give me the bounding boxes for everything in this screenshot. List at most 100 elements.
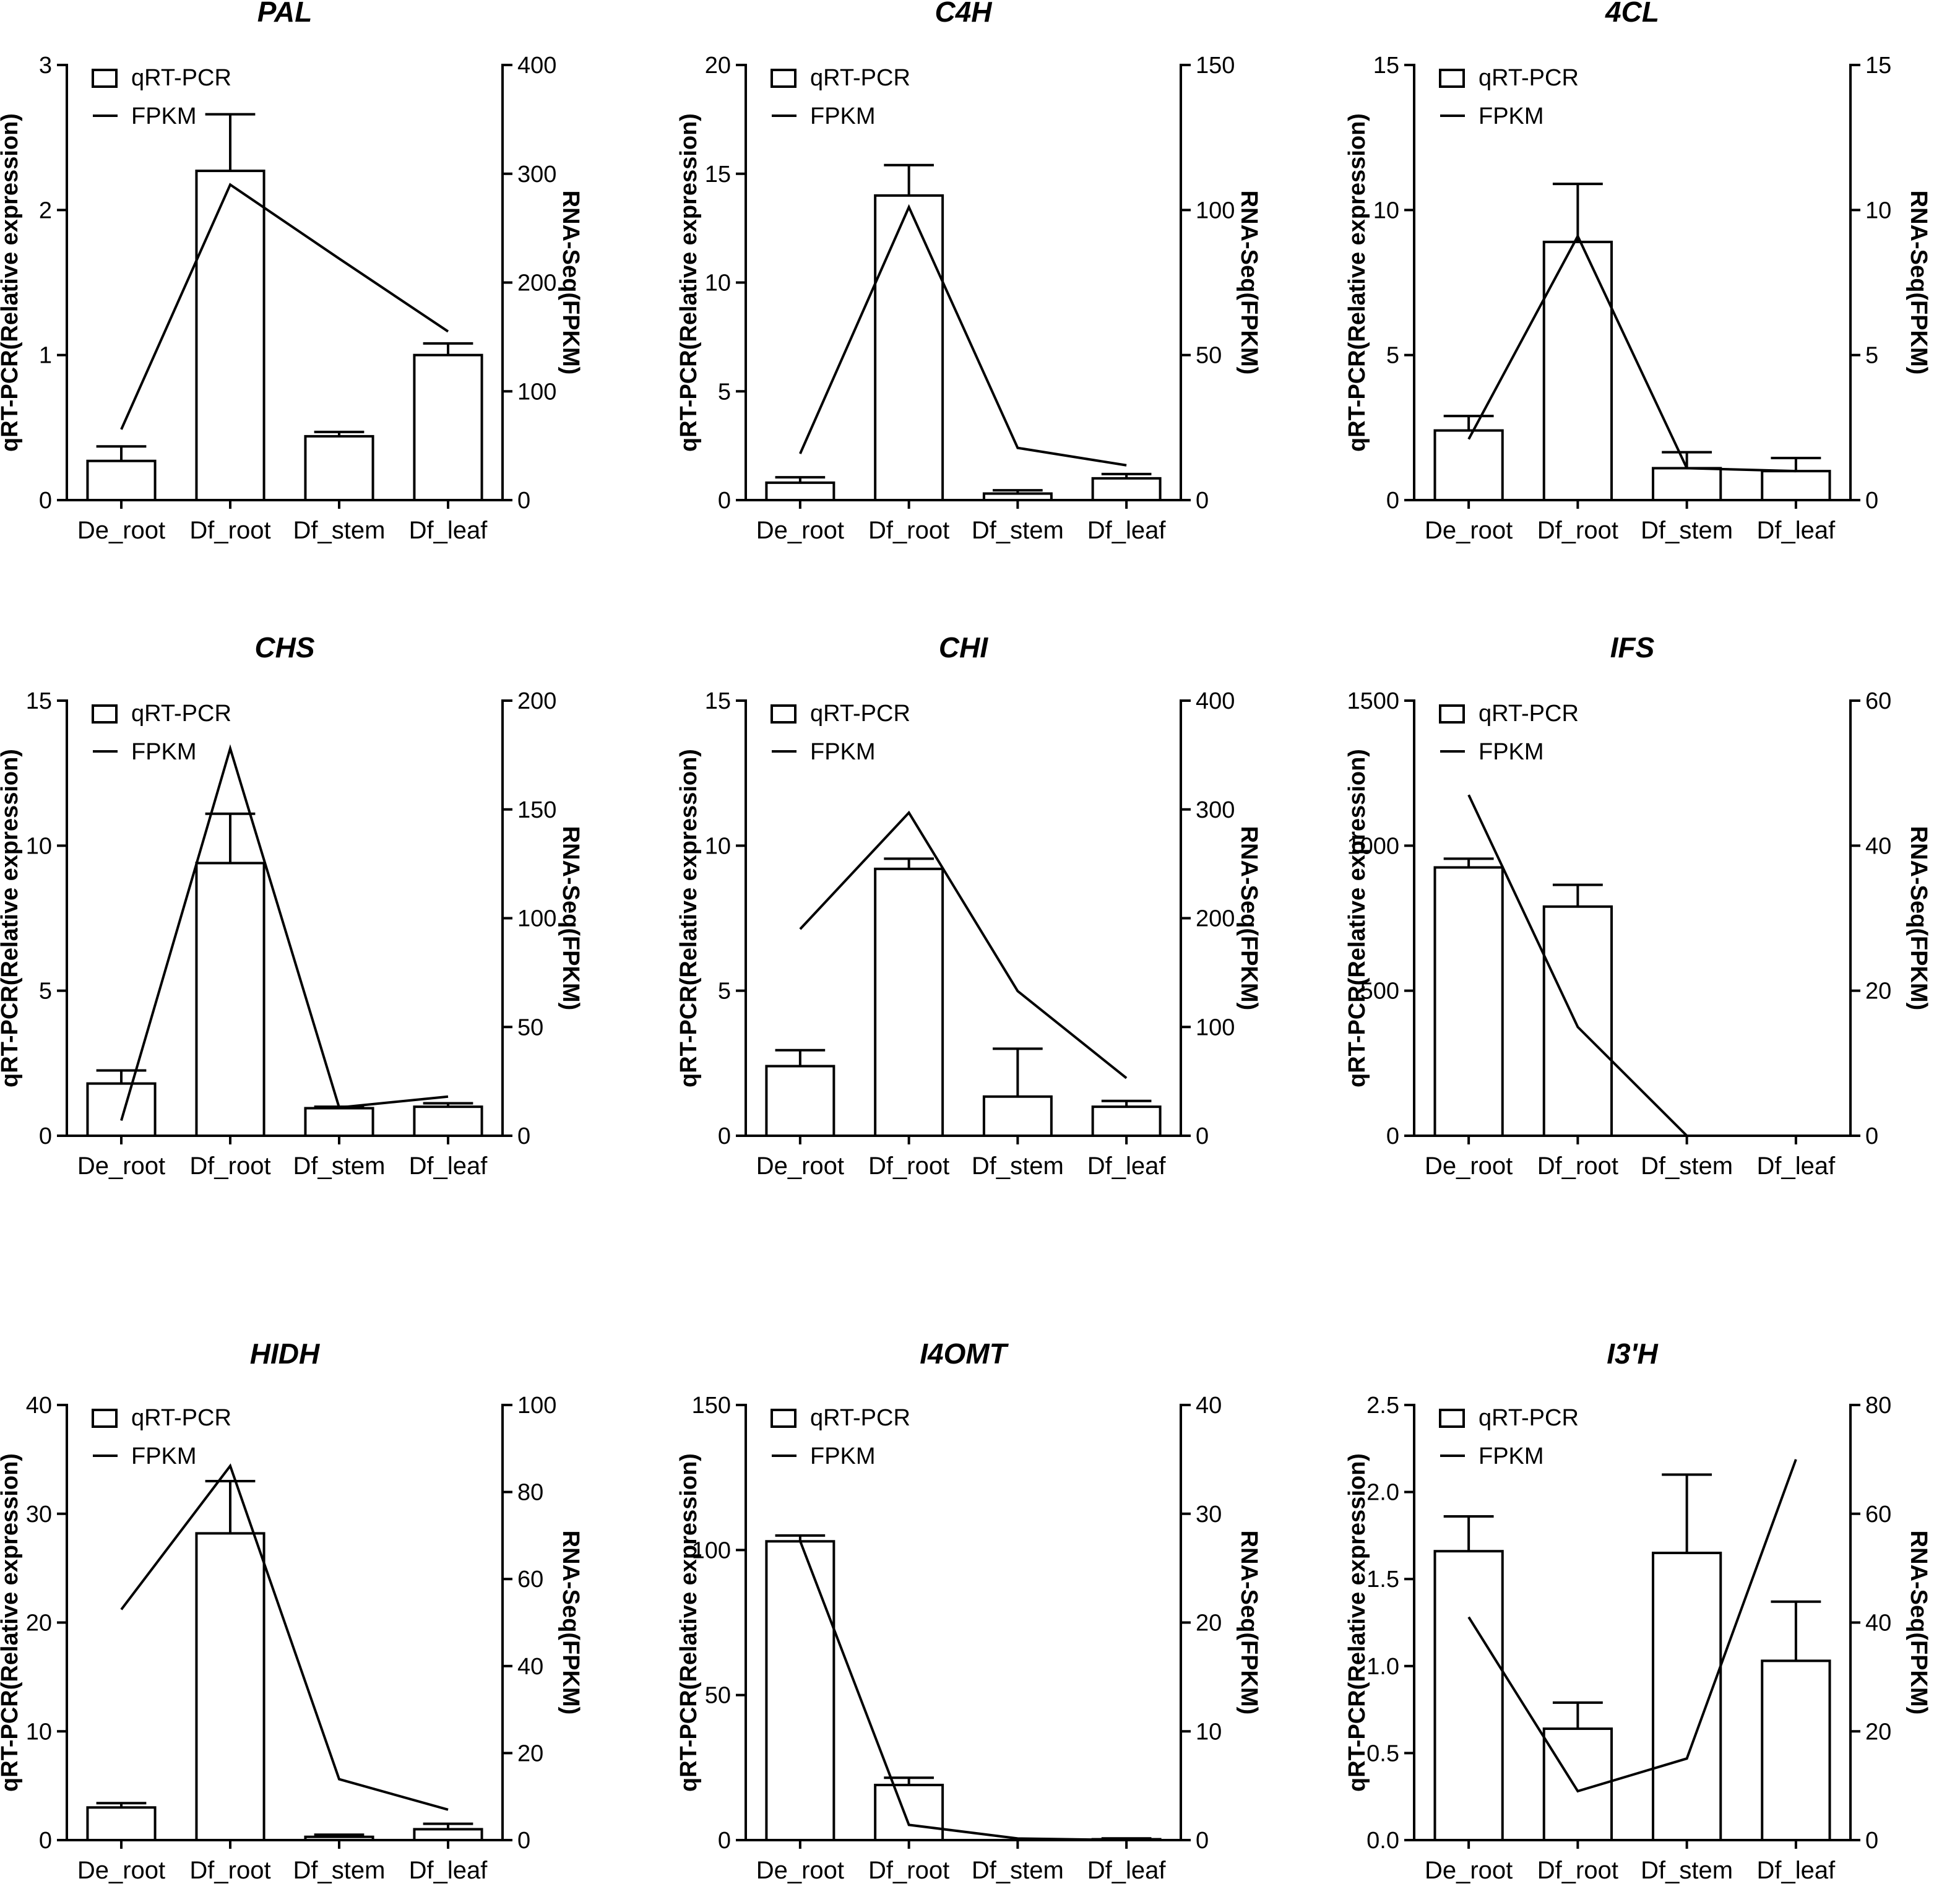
left-tick-label: 0 xyxy=(39,1828,52,1854)
left-tick-label: 15 xyxy=(1373,53,1399,79)
left-tick-label: 0 xyxy=(718,1828,731,1854)
right-tick-label: 0 xyxy=(517,1123,530,1149)
legend-entry-fpkm: FPKM xyxy=(1479,1443,1544,1469)
left-tick-label: 20 xyxy=(705,53,731,79)
fpkm-line xyxy=(120,744,449,1121)
category-label: De_root xyxy=(77,1152,165,1180)
bar-Df_stem xyxy=(304,1107,374,1138)
bar-Df_stem xyxy=(982,492,1053,502)
right-tick-label: 400 xyxy=(1196,688,1235,714)
chart-title: PAL xyxy=(257,0,313,28)
left-tick-label: 1.0 xyxy=(1366,1654,1399,1680)
bar-Df_root xyxy=(195,862,266,1138)
fpkm-line xyxy=(120,1463,449,1811)
left-tick-label: 0 xyxy=(718,488,731,514)
category-label: De_root xyxy=(756,517,844,544)
right-tick-label: 50 xyxy=(1196,343,1222,369)
category-label: Df_stem xyxy=(1641,1152,1733,1180)
legend-entry-qrt-pcr: qRT-PCR xyxy=(1479,701,1579,727)
category-label: Df_leaf xyxy=(1757,1152,1836,1180)
bar-Df_stem xyxy=(982,1095,1053,1137)
right-tick-label: 10 xyxy=(1196,1719,1222,1745)
category-label: Df_root xyxy=(1537,1857,1618,1884)
category-label: Df_leaf xyxy=(1757,517,1836,544)
chart-panel-8: I4OMT 0 50 100 150 0 10 20 30 40 qRT-PCR(Relative … xyxy=(676,1338,1262,1884)
legend-entry-qrt-pcr: qRT-PCR xyxy=(131,65,231,91)
bar-Df_root xyxy=(1542,905,1613,1137)
category-label: Df_leaf xyxy=(1087,517,1167,544)
bar-Df_leaf xyxy=(1091,477,1162,501)
right-tick-label: 0 xyxy=(1196,1828,1209,1854)
fpkm-line xyxy=(799,1540,1127,1841)
right-tick-label: 200 xyxy=(1196,906,1235,932)
bar-Df_root xyxy=(874,194,944,501)
left-axis-label: qRT-PCR(Relative expression) xyxy=(0,113,23,452)
right-tick-label: 40 xyxy=(1865,833,1891,859)
bar-De_root xyxy=(765,1065,835,1138)
left-tick-label: 5 xyxy=(39,979,52,1005)
right-axis-label: RNA-Seq(FPKM) xyxy=(1906,1531,1932,1715)
left-tick-label: 40 xyxy=(26,1393,52,1419)
bar-Df_root xyxy=(195,1532,266,1841)
left-tick-label: 2.0 xyxy=(1366,1480,1399,1506)
right-axis-label: RNA-Seq(FPKM) xyxy=(1906,191,1932,375)
left-tick-label: 10 xyxy=(705,833,731,859)
category-label: Df_stem xyxy=(972,517,1064,544)
right-tick-label: 0 xyxy=(1865,1828,1878,1854)
category-label: Df_root xyxy=(1537,1152,1618,1180)
bar-Df_leaf xyxy=(413,1105,483,1137)
bar-Df_leaf xyxy=(413,353,483,502)
left-tick-label: 0.0 xyxy=(1366,1828,1399,1854)
left-tick-label: 0 xyxy=(39,1123,52,1149)
bar-Df_root xyxy=(874,867,944,1137)
right-tick-label: 20 xyxy=(1865,1719,1891,1745)
right-tick-label: 100 xyxy=(517,906,556,932)
right-tick-label: 40 xyxy=(1865,1610,1891,1636)
category-label: Df_root xyxy=(189,1152,270,1180)
left-axis-label: qRT-PCR(Relative expression) xyxy=(0,749,23,1087)
right-tick-label: 0 xyxy=(1865,488,1878,514)
bar-De_root xyxy=(86,1806,157,1841)
legend-bar-swatch xyxy=(1439,1409,1465,1428)
left-axis-label: qRT-PCR(Relative expression) xyxy=(1344,1453,1370,1792)
bar-Df_leaf xyxy=(413,1828,483,1842)
chart-panel-6: IFS 0 500 1000 1500 0 20 40 60 qRT-PCR(Relative e… xyxy=(1344,631,1932,1180)
bar-De_root xyxy=(1433,1550,1504,1841)
left-tick-label: 3 xyxy=(39,53,52,79)
category-label: Df_root xyxy=(189,1857,270,1884)
chart-panel-3: 4CL 0 5 10 15 0 5 10 15 qRT-PCR(Relative expressi… xyxy=(1344,0,1932,544)
right-tick-label: 300 xyxy=(517,162,556,188)
right-tick-label: 20 xyxy=(517,1740,543,1766)
bar-Df_stem xyxy=(304,434,374,501)
right-tick-label: 200 xyxy=(517,688,556,714)
bar-De_root xyxy=(1433,429,1504,502)
right-tick-label: 0 xyxy=(1865,1123,1878,1149)
category-label: Df_stem xyxy=(972,1152,1064,1180)
legend-bar-swatch xyxy=(92,1409,118,1428)
bar-Df_leaf xyxy=(1761,1659,1831,1841)
left-axis-label: qRT-PCR(Relative expression) xyxy=(1344,749,1370,1087)
right-tick-label: 0 xyxy=(1196,488,1209,514)
right-axis-label: RNA-Seq(FPKM) xyxy=(1236,826,1262,1011)
left-tick-label: 2 xyxy=(39,197,52,223)
right-tick-label: 60 xyxy=(1865,1502,1891,1528)
chart-panel-9: I3'H 0.0 0.5 1.0 1.5 2.0 2.5 0 20 40 60 80 qRT-PCR(R… xyxy=(1344,1338,1932,1884)
right-tick-label: 0 xyxy=(517,488,530,514)
legend-entry-fpkm: FPKM xyxy=(810,739,876,765)
legend-entry-fpkm: FPKM xyxy=(1479,103,1544,129)
left-tick-label: 15 xyxy=(26,688,52,714)
left-axis-label: qRT-PCR(Relative expression) xyxy=(676,1453,702,1792)
left-tick-label: 10 xyxy=(705,270,731,296)
bar-Df_leaf xyxy=(1091,1105,1162,1137)
left-tick-label: 10 xyxy=(1373,197,1399,223)
legend-entry-qrt-pcr: qRT-PCR xyxy=(131,1405,231,1431)
legend-entry-fpkm: FPKM xyxy=(131,1443,197,1469)
category-label: Df_leaf xyxy=(409,1857,488,1884)
left-axis-label: qRT-PCR(Relative expression) xyxy=(1344,113,1370,452)
left-axis-label: qRT-PCR(Relative expression) xyxy=(676,113,702,452)
chart-title: IFS xyxy=(1610,631,1655,664)
fpkm-line xyxy=(1467,794,1688,1137)
right-tick-label: 300 xyxy=(1196,797,1235,823)
left-tick-label: 1 xyxy=(39,343,52,369)
